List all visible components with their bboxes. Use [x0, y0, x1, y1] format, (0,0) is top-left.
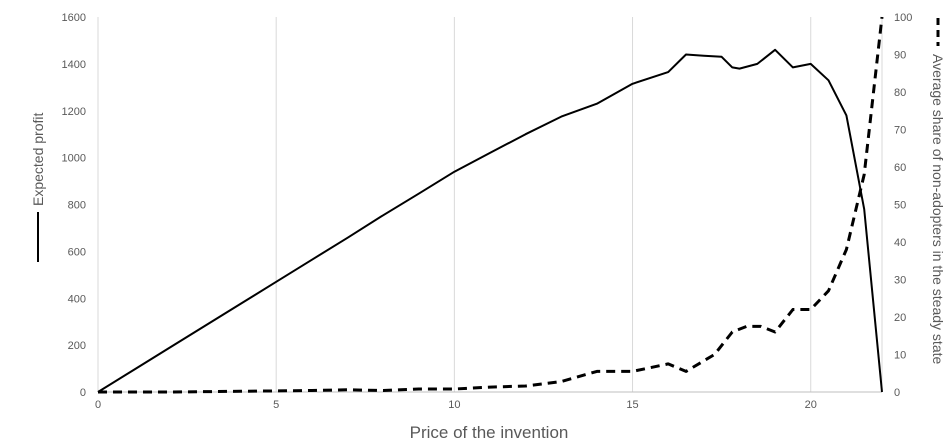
x-tick-label: 20 [805, 399, 817, 411]
x-axis-title: Price of the invention [410, 423, 569, 442]
right-y-tick-label: 30 [894, 275, 906, 287]
right-y-tick-label: 40 [894, 237, 906, 249]
x-tick-label: 5 [273, 399, 279, 411]
left-y-tick-label: 600 [68, 246, 86, 258]
right-y-tick-label: 60 [894, 162, 906, 174]
left-y-tick-label: 1600 [62, 12, 86, 24]
right-y-tick-label: 70 [894, 125, 906, 137]
right-y-tick-label: 20 [894, 312, 906, 324]
left-y-tick-label: 400 [68, 293, 86, 305]
non-adopters-share-line [98, 16, 884, 394]
left-y-tick-labels: 0 200 400 600 800 1000 1200 1400 1600 [62, 12, 86, 399]
right-y-tick-label: 90 [894, 50, 906, 62]
series-lines [97, 16, 884, 394]
left-y-tick-label: 200 [68, 340, 86, 352]
left-y-tick-label: 1200 [62, 106, 86, 118]
right-y-tick-label: 50 [894, 200, 906, 212]
left-y-tick-label: 1400 [62, 59, 86, 71]
x-tick-label: 10 [448, 399, 460, 411]
left-y-tick-label: 800 [68, 200, 86, 212]
x-tick-label: 15 [626, 399, 638, 411]
left-y-tick-label: 0 [80, 387, 86, 399]
right-y-tick-label: 100 [894, 12, 912, 24]
x-tick-label: 0 [95, 399, 101, 411]
right-y-tick-label: 80 [894, 87, 906, 99]
axes [97, 17, 882, 393]
x-tick-labels: 0 5 10 15 20 [95, 399, 817, 411]
grid-lines [275, 17, 883, 392]
expected-profit-line [97, 48, 883, 393]
left-axis-title: Expected profit [30, 113, 46, 206]
left-y-tick-label: 1000 [62, 153, 86, 165]
right-y-tick-label: 0 [894, 387, 900, 399]
right-y-tick-label: 10 [894, 350, 906, 362]
right-y-tick-labels: 0 10 20 30 40 50 60 70 80 90 100 [894, 12, 912, 399]
right-axis-title: Average share of non-adopters in the ste… [930, 54, 946, 364]
right-axis-title-group: Average share of non-adopters in the ste… [930, 18, 946, 364]
left-axis-title-group: Expected profit [30, 113, 46, 262]
